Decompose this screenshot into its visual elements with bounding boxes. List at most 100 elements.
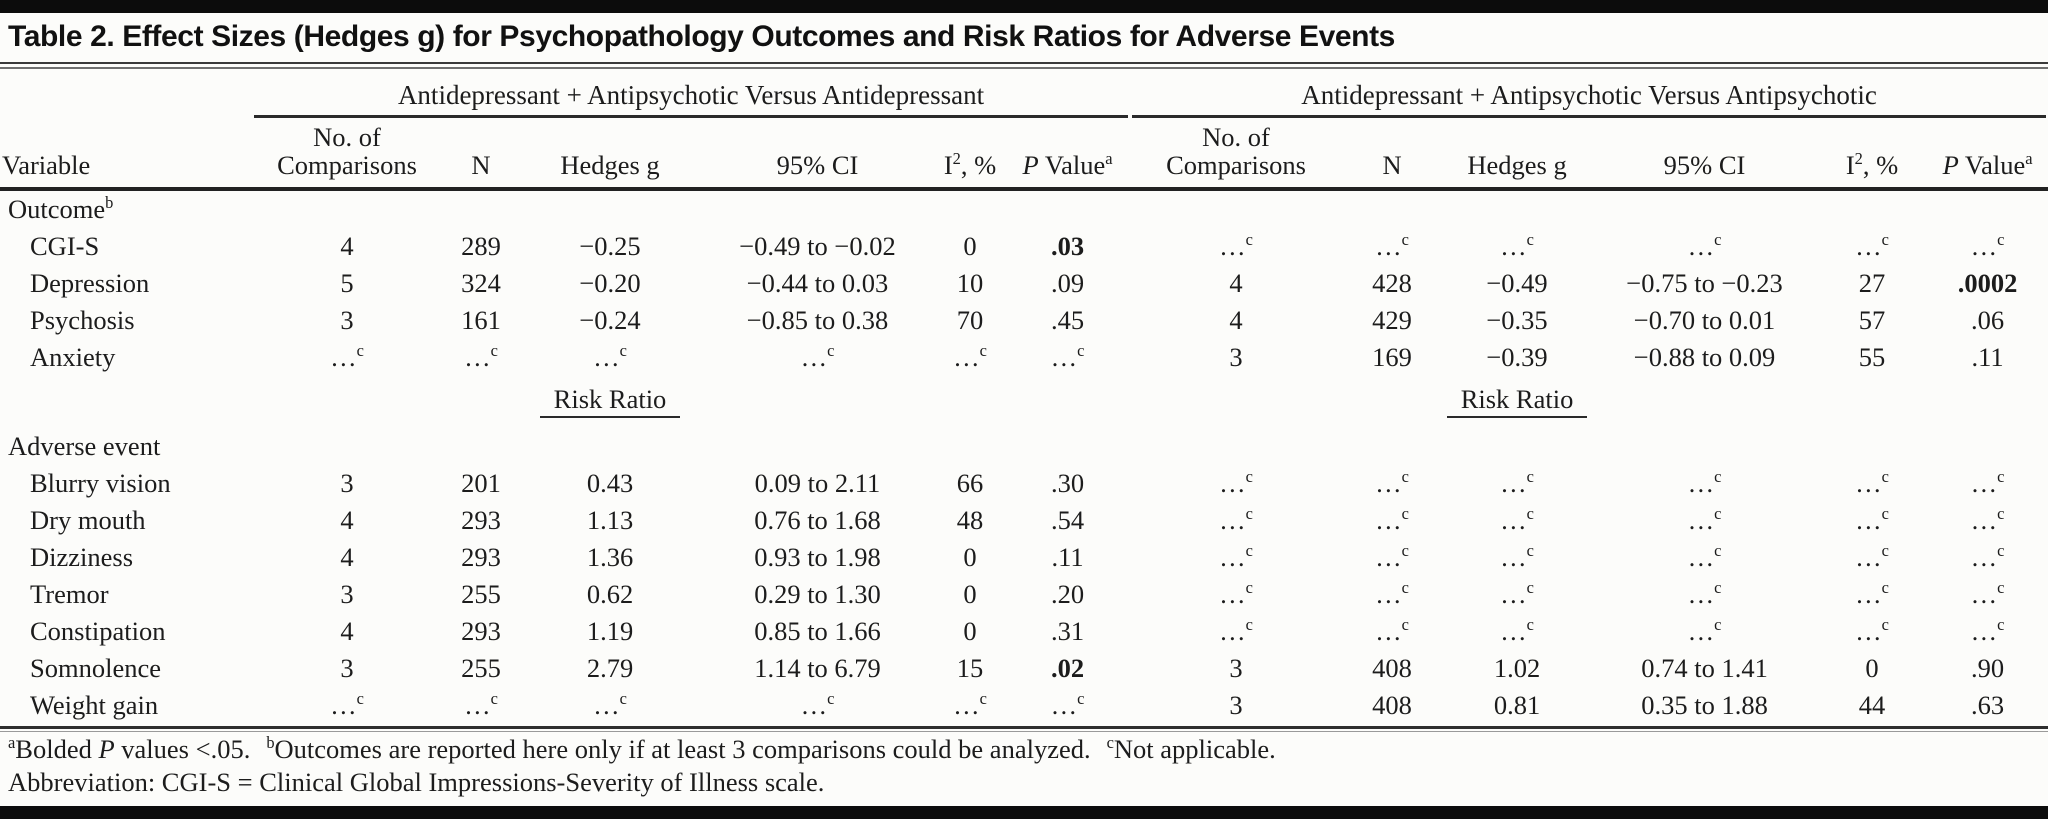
- table-cell: 0.85 to 1.66: [754, 615, 881, 646]
- row-label: Dry mouth: [30, 504, 146, 535]
- not-applicable-ellipsis: …: [1970, 230, 1998, 261]
- row-label: Anxiety: [30, 341, 116, 372]
- not-applicable-ellipsis: …: [1687, 467, 1715, 498]
- not-applicable-ellipsis: …: [1500, 578, 1527, 609]
- table-cell: 3: [340, 467, 354, 498]
- table-row: Dizziness 4 293 1.36 0.93 to 1.98 0.11 …c …c …c……: [0, 539, 2048, 576]
- table-cell: .54: [1050, 504, 1085, 535]
- table-cell: …c: [800, 688, 835, 720]
- table-cell: 255: [461, 652, 501, 683]
- table-cell: 0.74 to 1.41: [1641, 652, 1768, 683]
- spanner-row: Antidepressant + Antipsychotic Versus An…: [0, 69, 2048, 119]
- not-applicable-ellipsis: …: [1687, 230, 1715, 261]
- table-cell: 27: [1858, 267, 1886, 298]
- not-applicable-ellipsis: …: [330, 689, 357, 720]
- table-row: Psychosis 3 161 −0.24 −0.85 to 0.38 70 .45 4 429…: [0, 302, 2048, 339]
- table-cell: …c: [800, 340, 835, 372]
- table-cell: 324: [461, 267, 501, 298]
- table-cell: 10: [956, 267, 984, 298]
- table-cell: 1.13: [586, 504, 634, 535]
- footnote-rule: [0, 725, 2048, 732]
- not-applicable-ellipsis: …: [1970, 504, 1998, 535]
- table-cell: 0.29 to 1.30: [754, 578, 881, 609]
- table-cell: …c: [1219, 577, 1253, 609]
- not-applicable-ellipsis: …: [800, 689, 828, 720]
- table-row: Blurry vision 3 201 0.43 0.09 to 2.11 66 .30 …c…: [0, 465, 2048, 502]
- table-cell: .09: [1050, 267, 1085, 298]
- risk-ratio-label-right: Risk Ratio: [1442, 376, 1592, 428]
- not-applicable-ellipsis: …: [593, 341, 620, 372]
- not-applicable-ellipsis: …: [1050, 689, 1078, 720]
- table-cell: …c: [1855, 229, 1889, 261]
- table-cell: …c: [1375, 466, 1409, 498]
- not-applicable-ellipsis: …: [1855, 615, 1882, 646]
- not-applicable-ellipsis: …: [1219, 615, 1246, 646]
- comparisons-header-left: No. of Comparisons: [252, 118, 442, 191]
- not-applicable-ellipsis: …: [1500, 615, 1527, 646]
- row-label: Depression: [30, 267, 150, 298]
- not-applicable-ellipsis: …: [1375, 467, 1402, 498]
- not-applicable-ellipsis: …: [1970, 578, 1998, 609]
- table-cell: 66: [956, 467, 984, 498]
- spanner-right-cell: Antidepressant + Antipsychotic Versus An…: [1130, 69, 2048, 119]
- table-cell: .20: [1050, 578, 1085, 609]
- table-cell: 1.36: [586, 541, 634, 572]
- footnotes: aBolded P values <.05. bOutcomes are repo…: [0, 732, 2048, 799]
- significant-p-value: .02: [1050, 652, 1085, 683]
- not-applicable-ellipsis: …: [1687, 541, 1715, 572]
- not-applicable-ellipsis: …: [330, 341, 357, 372]
- table-title: Table 2. Effect Sizes (Hedges g) for Psy…: [8, 20, 1395, 53]
- not-applicable-ellipsis: …: [593, 689, 620, 720]
- table-cell: 4: [1229, 267, 1243, 298]
- table-cell: …c: [330, 340, 364, 372]
- hedges-g-header-left: Hedges g: [520, 118, 700, 191]
- not-applicable-ellipsis: …: [1687, 578, 1715, 609]
- spanner-left: Antidepressant + Antipsychotic Versus An…: [254, 81, 1129, 119]
- table-cell: −0.20: [579, 267, 641, 298]
- comparisons-header-right: No. of Comparisons: [1130, 118, 1343, 191]
- table-row: Dry mouth 4 293 1.13 0.76 to 1.68 48 .54 …c …c …c…: [0, 502, 2048, 539]
- table-row: Anxiety …c …c …c …c …c …c 3 169 −0.39 −0.88 to 0.0…: [0, 339, 2048, 376]
- table-cell: −0.75 to −0.23: [1626, 267, 1783, 298]
- table-cell: 0.43: [586, 467, 634, 498]
- table-cell: …c: [1500, 503, 1534, 535]
- not-applicable-ellipsis: …: [1500, 230, 1527, 261]
- table-cell: 408: [1372, 652, 1412, 683]
- table-cell: 2.79: [586, 652, 634, 683]
- footnote-abbreviation: Abbreviation: CGI-S = Clinical Global Im…: [8, 767, 825, 798]
- table-cell: .30: [1050, 467, 1085, 498]
- table-cell: 428: [1372, 267, 1412, 298]
- not-applicable-ellipsis: …: [1500, 467, 1527, 498]
- not-applicable-ellipsis: …: [1375, 541, 1402, 572]
- not-applicable-ellipsis: …: [1219, 230, 1246, 261]
- not-applicable-ellipsis: …: [1855, 504, 1882, 535]
- not-applicable-ellipsis: …: [1219, 467, 1246, 498]
- row-label: Dizziness: [30, 541, 134, 572]
- row-label: Somnolence: [30, 652, 161, 683]
- table-cell: .11: [1051, 541, 1084, 572]
- table-cell: 0.09 to 2.11: [754, 467, 881, 498]
- row-label: CGI-S: [30, 230, 100, 261]
- spanner-empty-cell: [0, 69, 252, 118]
- not-applicable-ellipsis: …: [1855, 467, 1882, 498]
- table-cell: 429: [1372, 304, 1412, 335]
- table-cell: .90: [1971, 652, 2005, 683]
- row-label: Tremor: [30, 578, 109, 609]
- table-cell: .0002: [1927, 265, 2048, 302]
- not-applicable-ellipsis: …: [1375, 504, 1402, 535]
- table-cell: …c: [1500, 466, 1534, 498]
- table-cell: …c: [464, 688, 498, 720]
- table-cell: −0.35: [1486, 304, 1548, 335]
- table-cell: 289: [461, 230, 501, 261]
- table-cell: …c: [330, 688, 364, 720]
- table-row: Tremor 3 255 0.62 0.29 to 1.30 0 .20 …c …c …c …c …c…: [0, 576, 2048, 613]
- table-cell: 0: [963, 615, 977, 646]
- table-cell: 1.02: [1493, 652, 1541, 683]
- not-applicable-ellipsis: …: [1855, 230, 1882, 261]
- table-cell: …c: [1970, 466, 2005, 498]
- spanner-right: Antidepressant + Antipsychotic Versus An…: [1132, 81, 2047, 119]
- table-cell: .45: [1050, 304, 1085, 335]
- table-cell: 0.35 to 1.88: [1641, 689, 1768, 720]
- not-applicable-ellipsis: …: [1050, 341, 1078, 372]
- column-header-row: Variable No. of Comparisons N Hedges g 95…: [0, 118, 2048, 191]
